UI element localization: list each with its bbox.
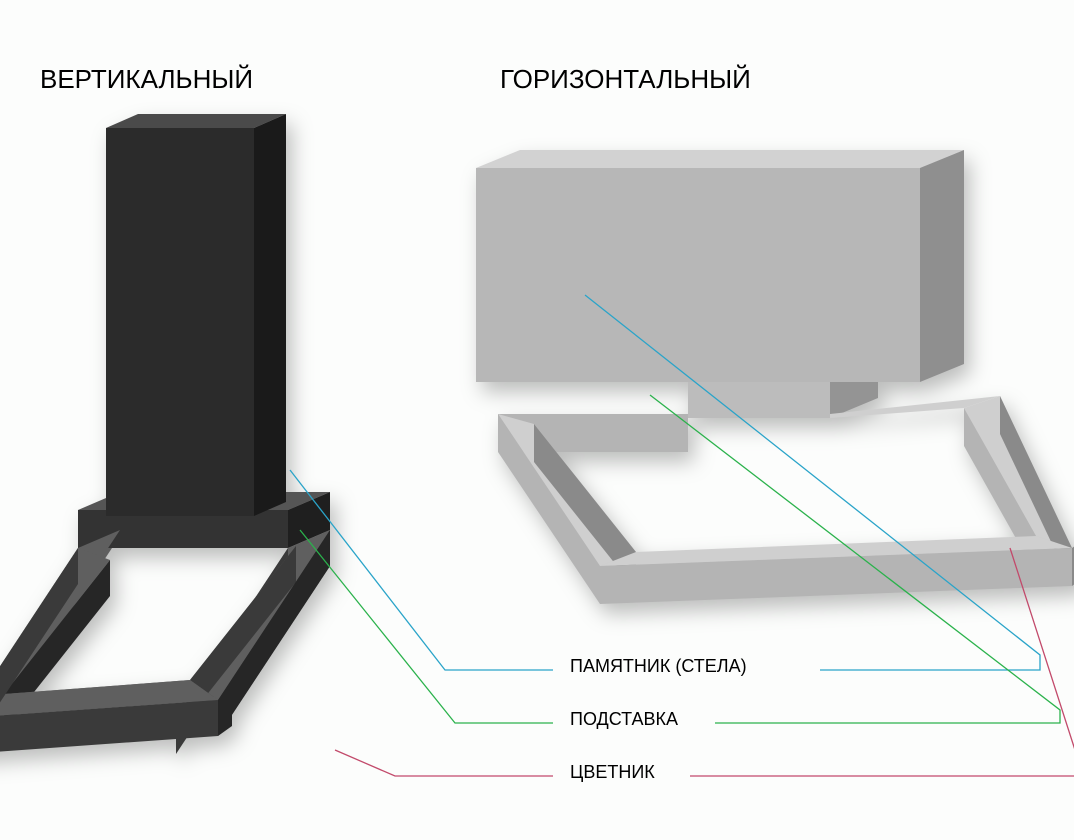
diagram-stage: ВЕРТИКАЛЬНЫЙ ГОРИЗОНТАЛЬНЫЙ ПАМЯТНИК (СТ… [0,0,1074,840]
monument-vertical [0,114,330,754]
callout-pedestal-left [300,530,553,723]
vertical-stela-side [254,114,286,516]
h-stela-front [476,168,920,382]
vertical-stela [106,114,286,516]
monument-horizontal [476,150,1074,604]
callout-frame-left [335,750,553,776]
h-stela-side [920,150,964,382]
vertical-stela-front [106,128,254,516]
h-pedestal-front [688,376,830,418]
horizontal-stela [476,150,964,382]
h-stela-top [476,150,964,168]
scene-svg: #2aa4c9 #2bb24c #c24a6b [0,0,1074,840]
